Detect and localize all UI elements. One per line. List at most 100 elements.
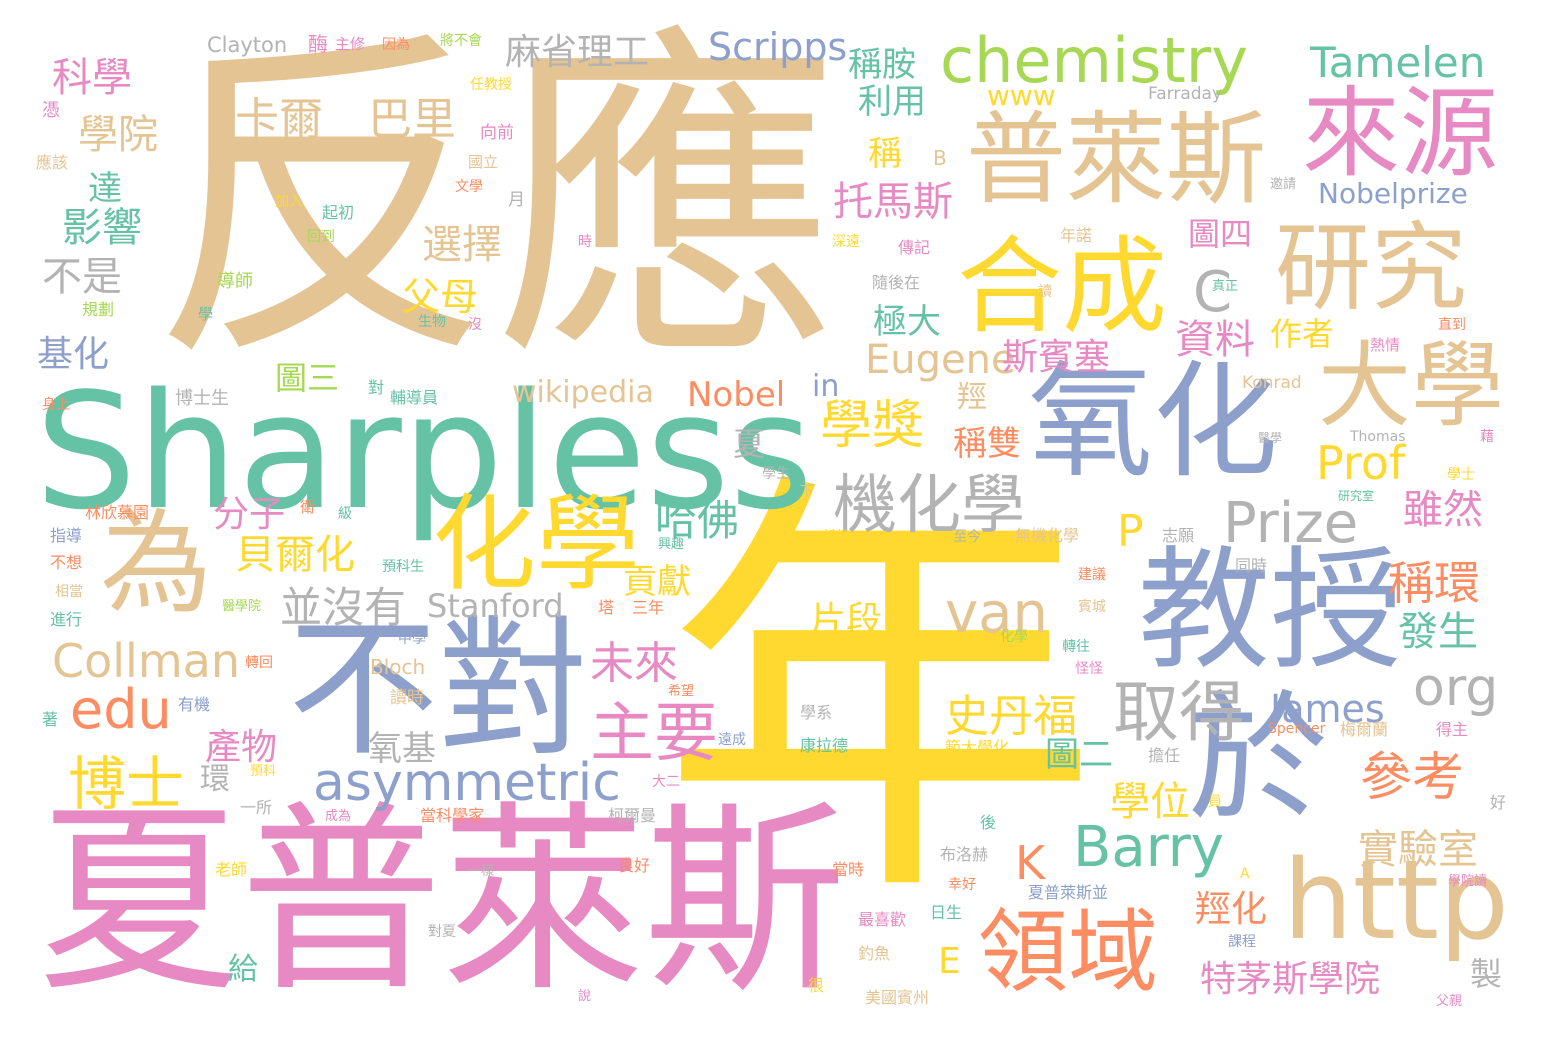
word: 藉 — [1480, 429, 1494, 445]
word: 一樣 — [468, 864, 495, 879]
word: 機化學 — [833, 469, 1025, 543]
word: 發生 — [1398, 609, 1478, 655]
word: 不想 — [50, 553, 83, 572]
word: 學院 — [78, 112, 158, 158]
word: 給 — [228, 952, 258, 987]
word: 好 — [1490, 793, 1507, 812]
word: 大學 — [1318, 332, 1504, 440]
word: 科學 — [52, 55, 132, 101]
word: 貢獻 — [623, 562, 691, 602]
word: 良好 — [618, 856, 651, 875]
word: 員 — [1208, 794, 1222, 810]
word: Scripps — [708, 25, 848, 69]
word: 塔 — [598, 598, 615, 617]
word: 領域 — [978, 900, 1158, 1005]
word: chemistry — [940, 24, 1248, 97]
word: 一所 — [240, 798, 273, 817]
word: 卡爾 — [235, 94, 323, 145]
word: 範大學化 — [945, 738, 1010, 757]
word: 起初 — [322, 203, 355, 222]
word: 學院讀 — [1448, 874, 1488, 889]
word: 資料 — [1175, 317, 1255, 363]
word: Clayton — [207, 33, 288, 57]
word: 說 — [578, 989, 592, 1004]
word: 製 — [1470, 955, 1503, 993]
word: 怪怪 — [1075, 661, 1103, 677]
word: Konrad — [1242, 373, 1302, 393]
word: 很 — [808, 976, 825, 995]
word: C — [1193, 260, 1233, 325]
word: 學士 — [1447, 467, 1475, 483]
word: Stanford — [427, 587, 564, 625]
word: 未來 — [590, 638, 678, 689]
word: 日生 — [930, 903, 963, 922]
word: 當科學家 — [420, 806, 485, 825]
word: 熱情 — [1370, 336, 1401, 354]
word: 主修 — [335, 35, 366, 53]
word: 老師 — [215, 860, 248, 879]
word: 稱 — [868, 134, 902, 174]
word: 讀 — [1038, 284, 1052, 300]
word: 醫學院 — [222, 599, 262, 614]
word: 柯爾曼 — [608, 806, 657, 825]
word: 康拉德 — [800, 736, 849, 755]
word: 並沒有 — [280, 583, 407, 632]
word: 教授 — [1138, 534, 1402, 688]
word: 任教 — [822, 529, 850, 545]
word: 林欣慕園 — [85, 503, 150, 522]
word: 來源 — [1302, 77, 1499, 191]
word: 不是 — [42, 254, 122, 300]
word: 巴里 — [368, 94, 456, 145]
word: 直到 — [1438, 317, 1466, 333]
word: 實驗室 — [1358, 827, 1478, 873]
word: 稱雙 — [953, 424, 1021, 464]
word: Collman — [52, 634, 240, 688]
word: 取得 — [1113, 674, 1245, 751]
word: 志願 — [1162, 526, 1195, 545]
word: 環 — [200, 762, 230, 797]
word: asymmetric — [313, 753, 621, 813]
word: 讀時 — [390, 688, 424, 708]
word: 為 — [100, 499, 212, 629]
word: 得主 — [1436, 720, 1469, 739]
word: 真正 — [1212, 279, 1239, 294]
word: 夏普萊斯並 — [1028, 883, 1109, 902]
word: Eugene — [865, 337, 1016, 383]
word: Barry — [1073, 815, 1224, 880]
word: 指導 — [50, 526, 83, 545]
word: 普萊斯 — [966, 101, 1266, 218]
word: 基化 — [37, 334, 110, 375]
word: 研究 — [1275, 212, 1467, 324]
word: 擔任 — [1148, 746, 1181, 765]
word: 衛 — [300, 498, 316, 516]
word: 醫學 — [1258, 431, 1283, 445]
word: Spencer — [1268, 721, 1326, 737]
word: 夏普萊斯 — [38, 783, 846, 1019]
word: 幸好 — [948, 877, 976, 893]
word: 氧化 — [1028, 350, 1278, 495]
word: 酶 — [308, 32, 328, 56]
word: 相當 — [55, 584, 83, 600]
word: 加入 — [275, 194, 303, 210]
word: 輔導員 — [390, 388, 439, 407]
word: 托馬斯 — [833, 179, 953, 225]
word: 利用 — [858, 82, 926, 122]
word: 稱環 — [1388, 556, 1480, 610]
word: 導師 — [217, 271, 253, 292]
word: Farraday — [1148, 84, 1223, 104]
word: 產物 — [205, 727, 278, 768]
word: 傳記 — [898, 238, 931, 257]
word: 生物 — [418, 314, 446, 330]
word: 年 — [660, 439, 1100, 951]
word: 憑 — [42, 100, 60, 121]
word: 作者 — [1270, 315, 1335, 353]
word: 至今 — [953, 529, 981, 545]
word: P — [1117, 506, 1144, 557]
word: 轉往 — [1062, 639, 1090, 655]
word: 麻省理工 — [505, 32, 650, 73]
word: 回到 — [307, 229, 335, 245]
word: 任教授 — [470, 77, 512, 93]
word: 下 — [800, 484, 814, 500]
word: 斯賓塞 — [1002, 337, 1111, 378]
word: 應該 — [36, 153, 69, 172]
